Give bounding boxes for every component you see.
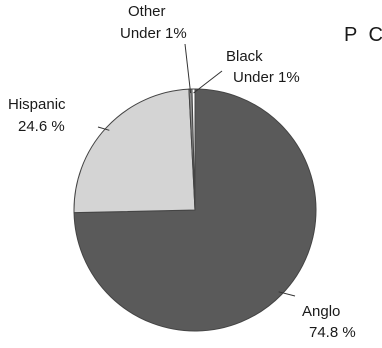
slice-value-black: Under 1%: [233, 69, 300, 86]
slice-label-hispanic: Hispanic: [8, 96, 66, 113]
leader-lines: [97, 43, 296, 297]
slice-value-anglo: 74.8 %: [309, 324, 356, 341]
chart-title: P C: [344, 24, 382, 46]
slice-label-black: Black: [226, 48, 263, 65]
pie-slice-black: [191, 88, 196, 211]
leader-line-hispanic: [97, 126, 110, 131]
leader-line-anglo: [278, 291, 296, 297]
leader-line-black: [193, 70, 223, 94]
leader-line-other: [184, 43, 192, 94]
pie-slices: [73, 88, 317, 332]
slice-value-other: Under 1%: [120, 25, 187, 42]
slice-value-hispanic: 24.6 %: [18, 118, 65, 135]
slice-label-other: Other: [128, 3, 166, 20]
slice-label-anglo: Anglo: [302, 303, 340, 320]
pie-slice-hispanic: [73, 88, 196, 214]
